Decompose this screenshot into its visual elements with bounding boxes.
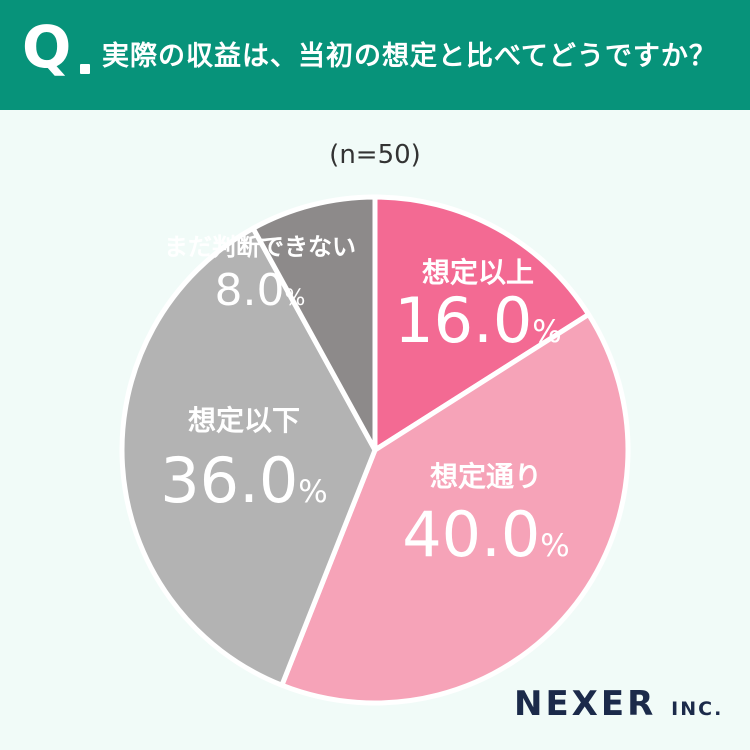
brand-suffix: INC. [671,698,724,720]
percent-unit: % [285,286,306,311]
q-dot-decoration [80,64,90,74]
pie-slice-3 [119,225,378,688]
brand-logo: NEXER INC. [514,684,723,724]
slice-label: 想定通り [430,460,542,493]
sample-size-label: (n=50) [329,140,421,170]
slice-label: 想定以下 [188,404,300,437]
slice-label: まだ判断できない [164,233,356,261]
pie-slice-1 [372,194,592,453]
percent-unit: % [532,314,561,350]
percent-unit: % [298,474,327,510]
percent-unit: % [540,528,569,564]
question-text: 実際の収益は、当初の想定と比べてどうですか？ [102,41,717,72]
pie-slice-2 [279,311,631,706]
pie-slice-4 [250,194,378,453]
question-header: Q 実際の収益は、当初の想定と比べてどうですか？ [0,0,750,110]
q-mark: Q [22,13,72,81]
slice-label: 想定以上 [422,256,534,289]
brand-name: NEXER [514,684,657,724]
